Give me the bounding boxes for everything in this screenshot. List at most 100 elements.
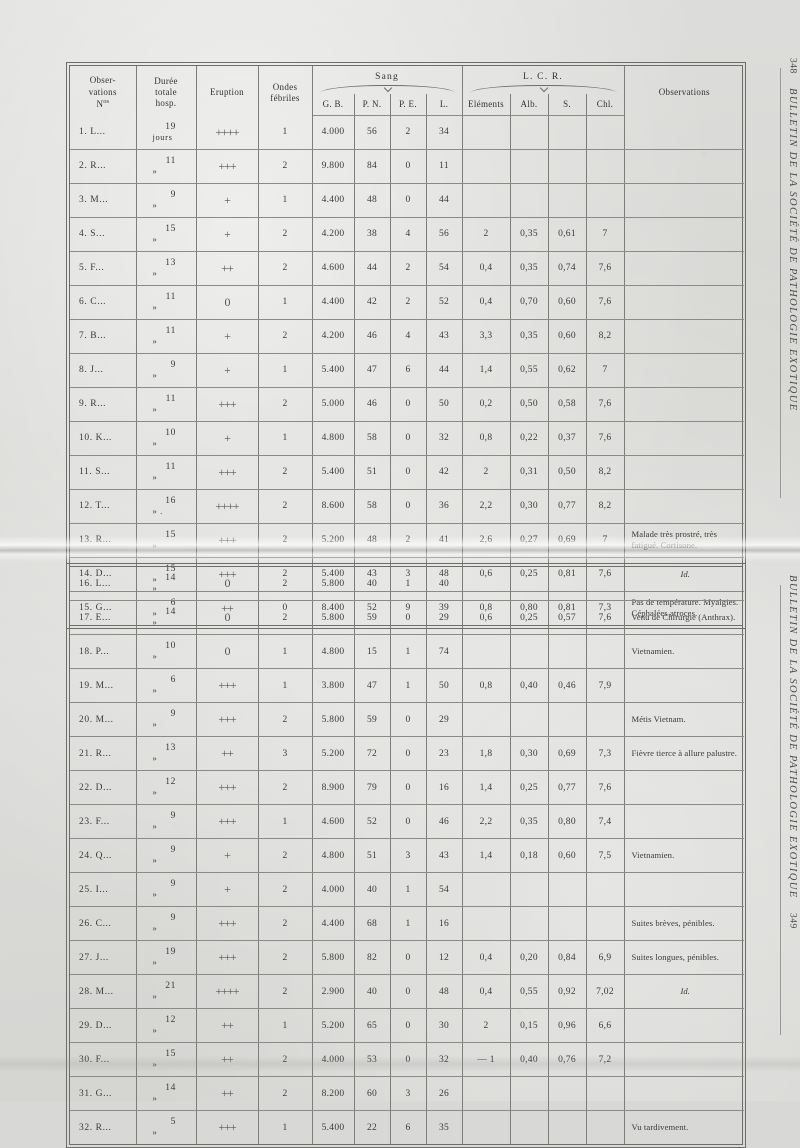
cell-sang-l: 35: [425, 1110, 463, 1144]
header-group-sang: Sang: [311, 66, 463, 94]
cell-lcr-s: 0,80: [547, 804, 587, 839]
cell-ondes-febriles: 2: [257, 319, 313, 354]
duree-unit: »: [152, 651, 158, 661]
cell-eruption: +: [195, 838, 259, 873]
cell-lcr-chl: 7: [585, 523, 625, 558]
cell-eruption: +++: [195, 1110, 259, 1144]
cell-ondes-febriles: 2: [257, 387, 313, 422]
cell-lcr-chl: 7,6: [585, 421, 625, 456]
cell-lcr-alb: 0,55: [509, 974, 549, 1009]
cell-sang-l: 34: [425, 115, 463, 150]
cell-lcr-alb: [509, 183, 549, 218]
cell-observations-note: [623, 1008, 744, 1043]
cell-observation-number: 32. R...: [70, 1110, 137, 1144]
cell-observations-note: [623, 319, 745, 354]
header-sang-gb: G. B.: [311, 93, 355, 117]
cell-duree-totale-hosp: 14 »: [135, 567, 197, 601]
cell-ondes-febriles: 2: [257, 940, 313, 975]
cell-lcr-alb: [509, 906, 549, 941]
duree-value: 11: [165, 155, 176, 166]
cell-eruption: +++: [195, 455, 259, 490]
cell-eruption: +++: [195, 387, 259, 422]
duree-unit: »: [152, 855, 158, 865]
cell-lcr-chl: [585, 1110, 625, 1144]
cell-observation-number: 11. S...: [70, 455, 137, 490]
duree-value: 11: [165, 393, 176, 404]
table-row: 22. D... 12 » +++ 2 8.900 79 0 16 1,4 0,25 0,77 7,6: [70, 770, 744, 805]
cell-sang-pn: 68: [353, 906, 391, 941]
cell-observation-number: 4. S...: [70, 217, 137, 252]
cell-lcr-elements: 0,4: [461, 285, 511, 320]
duree-value: 12: [165, 777, 176, 787]
cell-sang-gb: 4.400: [311, 906, 355, 941]
duree-value: 11: [165, 291, 176, 302]
duree-unit: »: [152, 437, 158, 448]
cell-sang-gb: 2.900: [311, 974, 355, 1009]
duree-unit: »: [152, 301, 158, 312]
cell-lcr-elements: [461, 183, 511, 218]
cell-lcr-alb: 0,30: [509, 489, 549, 524]
cell-lcr-s: 0,37: [547, 421, 587, 456]
header-group-sang-label: Sang: [375, 72, 399, 82]
cell-sang-l: 54: [425, 872, 463, 907]
cell-lcr-chl: 8,2: [585, 489, 625, 524]
cell-sang-pn: 38: [353, 217, 391, 252]
table-row: 24. Q... 9» +2 4.800 51 3 43 1,4 0,18 0,60 7,5 Viet…: [70, 838, 744, 873]
cell-lcr-s: [547, 115, 587, 150]
cell-lcr-elements: 1,4: [461, 770, 511, 805]
cell-duree-totale-hosp: 11 »: [135, 149, 197, 184]
cell-observations-note: Fièvre tierce à allure palustre.: [623, 736, 744, 771]
cell-ondes-febriles: 1: [257, 1110, 313, 1144]
cell-sang-l: 50: [425, 668, 463, 703]
cell-duree-totale-hosp: 15 »: [135, 523, 197, 558]
duree-value: 9: [170, 811, 176, 821]
cell-sang-pn: 58: [353, 489, 391, 524]
cell-observation-number: 3. M...: [70, 183, 137, 218]
duree-unit: »: [152, 787, 158, 797]
cell-sang-l: 41: [425, 523, 463, 558]
duree-value: 13: [165, 743, 176, 753]
cell-observations-note: [623, 804, 744, 839]
cell-observations-note: Vu tardivement.: [623, 1110, 744, 1144]
cell-observations-note: [623, 217, 745, 252]
table-row: 6. C... 11 » 0 1 4.400 42 2 52 0,4 0,70 0,60 7,6: [70, 285, 745, 320]
duree-unit: »: [152, 1059, 158, 1069]
table-row: 18. P... 10» 0 1 4.800 15 1 74 Vietnamien.: [70, 634, 744, 669]
cell-duree-totale-hosp: 12 »: [135, 1008, 197, 1043]
duree-value: 9: [170, 845, 176, 855]
table-row: 25. I... 9» +2 4.000 40 1 54: [70, 872, 744, 907]
header-observation-number: Obser- vations Nos: [70, 66, 137, 116]
cell-eruption: ++: [195, 736, 259, 771]
duree-unit: »: [152, 369, 158, 380]
cell-sang-pe: 3: [389, 1076, 427, 1111]
cell-lcr-chl: 8,2: [585, 455, 625, 490]
cell-lcr-elements: 2: [461, 455, 511, 490]
cell-duree-totale-hosp: 14 »: [135, 1076, 197, 1111]
cell-lcr-chl: 7,5: [585, 838, 625, 873]
cell-lcr-chl: [585, 115, 625, 150]
cell-lcr-alb: 0,18: [509, 838, 549, 873]
cell-sang-gb: 4.200: [311, 319, 355, 354]
table-frame-inner-top: Obser- vations Nos Durée totale hosp. Er…: [69, 65, 745, 626]
cell-sang-l: 52: [425, 285, 463, 320]
cell-observations-note: [623, 285, 745, 320]
cell-ondes-febriles: 2: [257, 770, 313, 805]
cell-duree-totale-hosp: 9»: [135, 702, 197, 737]
table-row: 16. L... 14» 0 2 5.800 40 1 40: [70, 567, 744, 601]
cell-sang-l: 43: [425, 319, 463, 354]
cell-sang-pn: 51: [353, 838, 391, 873]
cell-lcr-elements: [461, 115, 511, 150]
cell-sang-gb: 8.900: [311, 770, 355, 805]
cell-sang-pe: 0: [389, 183, 427, 218]
cell-lcr-s: [547, 702, 587, 737]
cell-duree-totale-hosp: 11 »: [135, 285, 197, 320]
cell-observation-number: 30. F...: [70, 1042, 137, 1077]
cell-lcr-s: [547, 872, 587, 907]
duree-unit: »: [152, 335, 158, 346]
cell-observation-number: 8. J...: [70, 353, 137, 388]
cell-sang-pn: 56: [353, 115, 391, 150]
cell-sang-pn: 72: [353, 736, 391, 771]
cell-sang-pn: 40: [353, 567, 391, 601]
cell-lcr-s: [547, 183, 587, 218]
cell-lcr-elements: 2: [461, 217, 511, 252]
